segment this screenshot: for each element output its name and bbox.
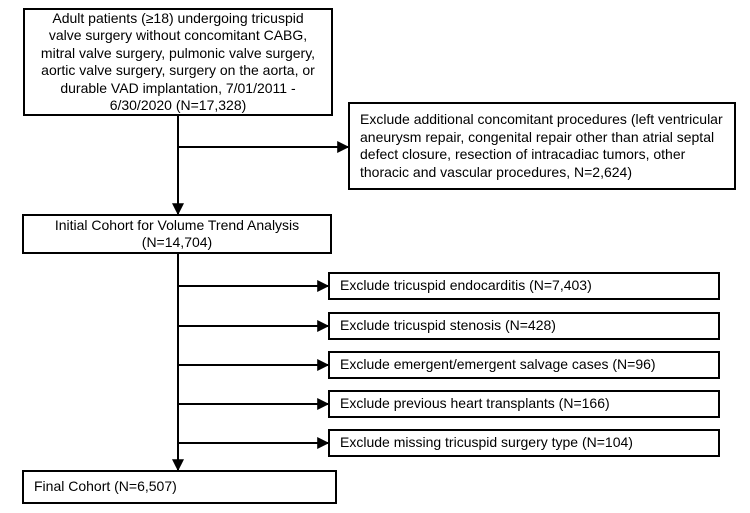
node-exclude-transplants: Exclude previous heart transplants (N=16… bbox=[328, 390, 720, 418]
flowchart-stage: Adult patients (≥18) undergoing tricuspi… bbox=[0, 0, 750, 513]
node-exclude-concomitant: Exclude additional concomitant procedure… bbox=[348, 102, 736, 190]
node-text: Exclude additional concomitant procedure… bbox=[360, 111, 724, 181]
node-text: Initial Cohort for Volume Trend Analysis… bbox=[34, 217, 320, 252]
node-final-cohort: Final Cohort (N=6,507) bbox=[22, 470, 337, 504]
node-exclude-stenosis: Exclude tricuspid stenosis (N=428) bbox=[328, 312, 720, 340]
node-text: Exclude emergent/emergent salvage cases … bbox=[340, 356, 656, 374]
node-exclude-emergent: Exclude emergent/emergent salvage cases … bbox=[328, 351, 720, 379]
node-text: Exclude tricuspid endocarditis (N=7,403) bbox=[340, 277, 592, 295]
node-initial-cohort: Initial Cohort for Volume Trend Analysis… bbox=[22, 214, 332, 254]
node-exclude-endocarditis: Exclude tricuspid endocarditis (N=7,403) bbox=[328, 272, 720, 300]
node-text: Adult patients (≥18) undergoing tricuspi… bbox=[35, 10, 321, 115]
node-text: Exclude tricuspid stenosis (N=428) bbox=[340, 317, 556, 335]
node-text: Final Cohort (N=6,507) bbox=[34, 478, 177, 496]
node-exclude-missing-type: Exclude missing tricuspid surgery type (… bbox=[328, 429, 720, 457]
node-text: Exclude missing tricuspid surgery type (… bbox=[340, 434, 633, 452]
node-start-cohort: Adult patients (≥18) undergoing tricuspi… bbox=[23, 8, 333, 116]
node-text: Exclude previous heart transplants (N=16… bbox=[340, 395, 610, 413]
